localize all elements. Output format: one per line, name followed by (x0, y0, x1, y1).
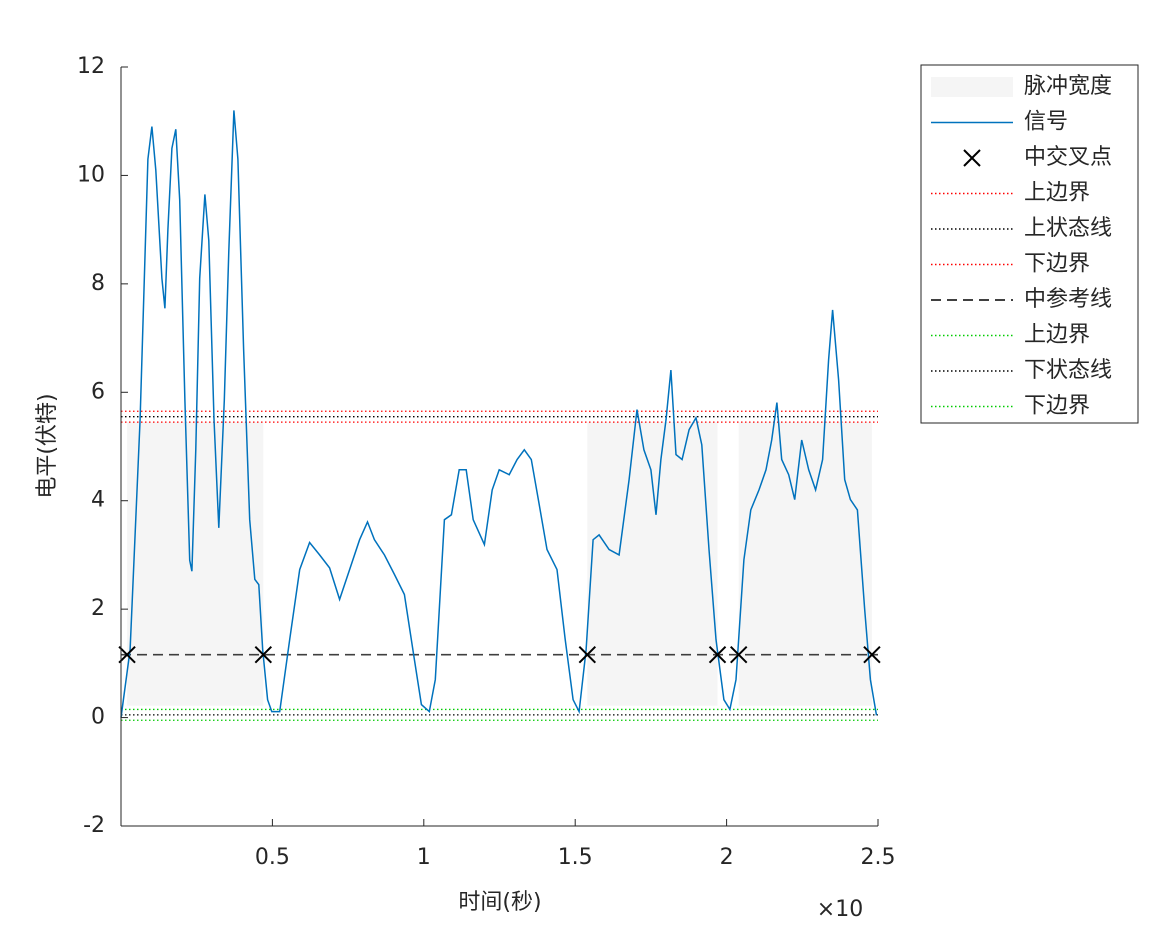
legend-label: 上边界 (1024, 181, 1090, 206)
y-tick-label: -2 (83, 813, 105, 838)
pulse-region (587, 422, 718, 706)
x-tick-label: 1.5 (558, 845, 593, 870)
crossing-marker (708, 645, 727, 664)
y-tick-label: 10 (77, 162, 105, 187)
legend-label: 中交叉点 (1024, 145, 1112, 170)
crossing-marker (730, 645, 748, 664)
y-tick-label: 12 (77, 54, 105, 79)
legend-swatch (963, 149, 981, 167)
crossing-marker (863, 645, 881, 664)
legend-label: 中参考线 (1024, 287, 1112, 312)
x-axis-label: 时间(秒) (458, 890, 541, 915)
legend-label: 下状态线 (1024, 358, 1112, 383)
signal-line (120, 110, 878, 718)
legend-label: 上边界 (1024, 323, 1090, 348)
legend-label: 上状态线 (1024, 216, 1112, 241)
x-tick-label: 2.5 (861, 845, 896, 870)
y-tick-label: 4 (91, 488, 105, 513)
legend-box (920, 64, 1139, 424)
x-tick-label: 0.5 (255, 845, 290, 870)
y-tick-label: 2 (91, 596, 105, 621)
x-tick-label: 1 (417, 845, 431, 870)
x-tick-label: 2 (720, 845, 734, 870)
y-tick-label: 8 (91, 271, 105, 296)
y-tick-label: 0 (91, 705, 105, 730)
legend-label: 下边界 (1024, 252, 1090, 277)
legend-label: 信号 (1024, 110, 1068, 135)
y-axis-label: 电平(伏特) (35, 393, 60, 498)
legend-label: 下边界 (1024, 394, 1090, 419)
y-tick-label: 6 (91, 379, 105, 404)
legend-swatch (931, 77, 1013, 97)
pulse-region (738, 422, 872, 706)
crossing-marker (118, 645, 136, 664)
crossing-marker (578, 645, 597, 664)
legend-label: 脉冲宽度 (1024, 74, 1112, 99)
x-exponent: ×10 (817, 897, 863, 922)
crossing-marker (254, 645, 273, 664)
